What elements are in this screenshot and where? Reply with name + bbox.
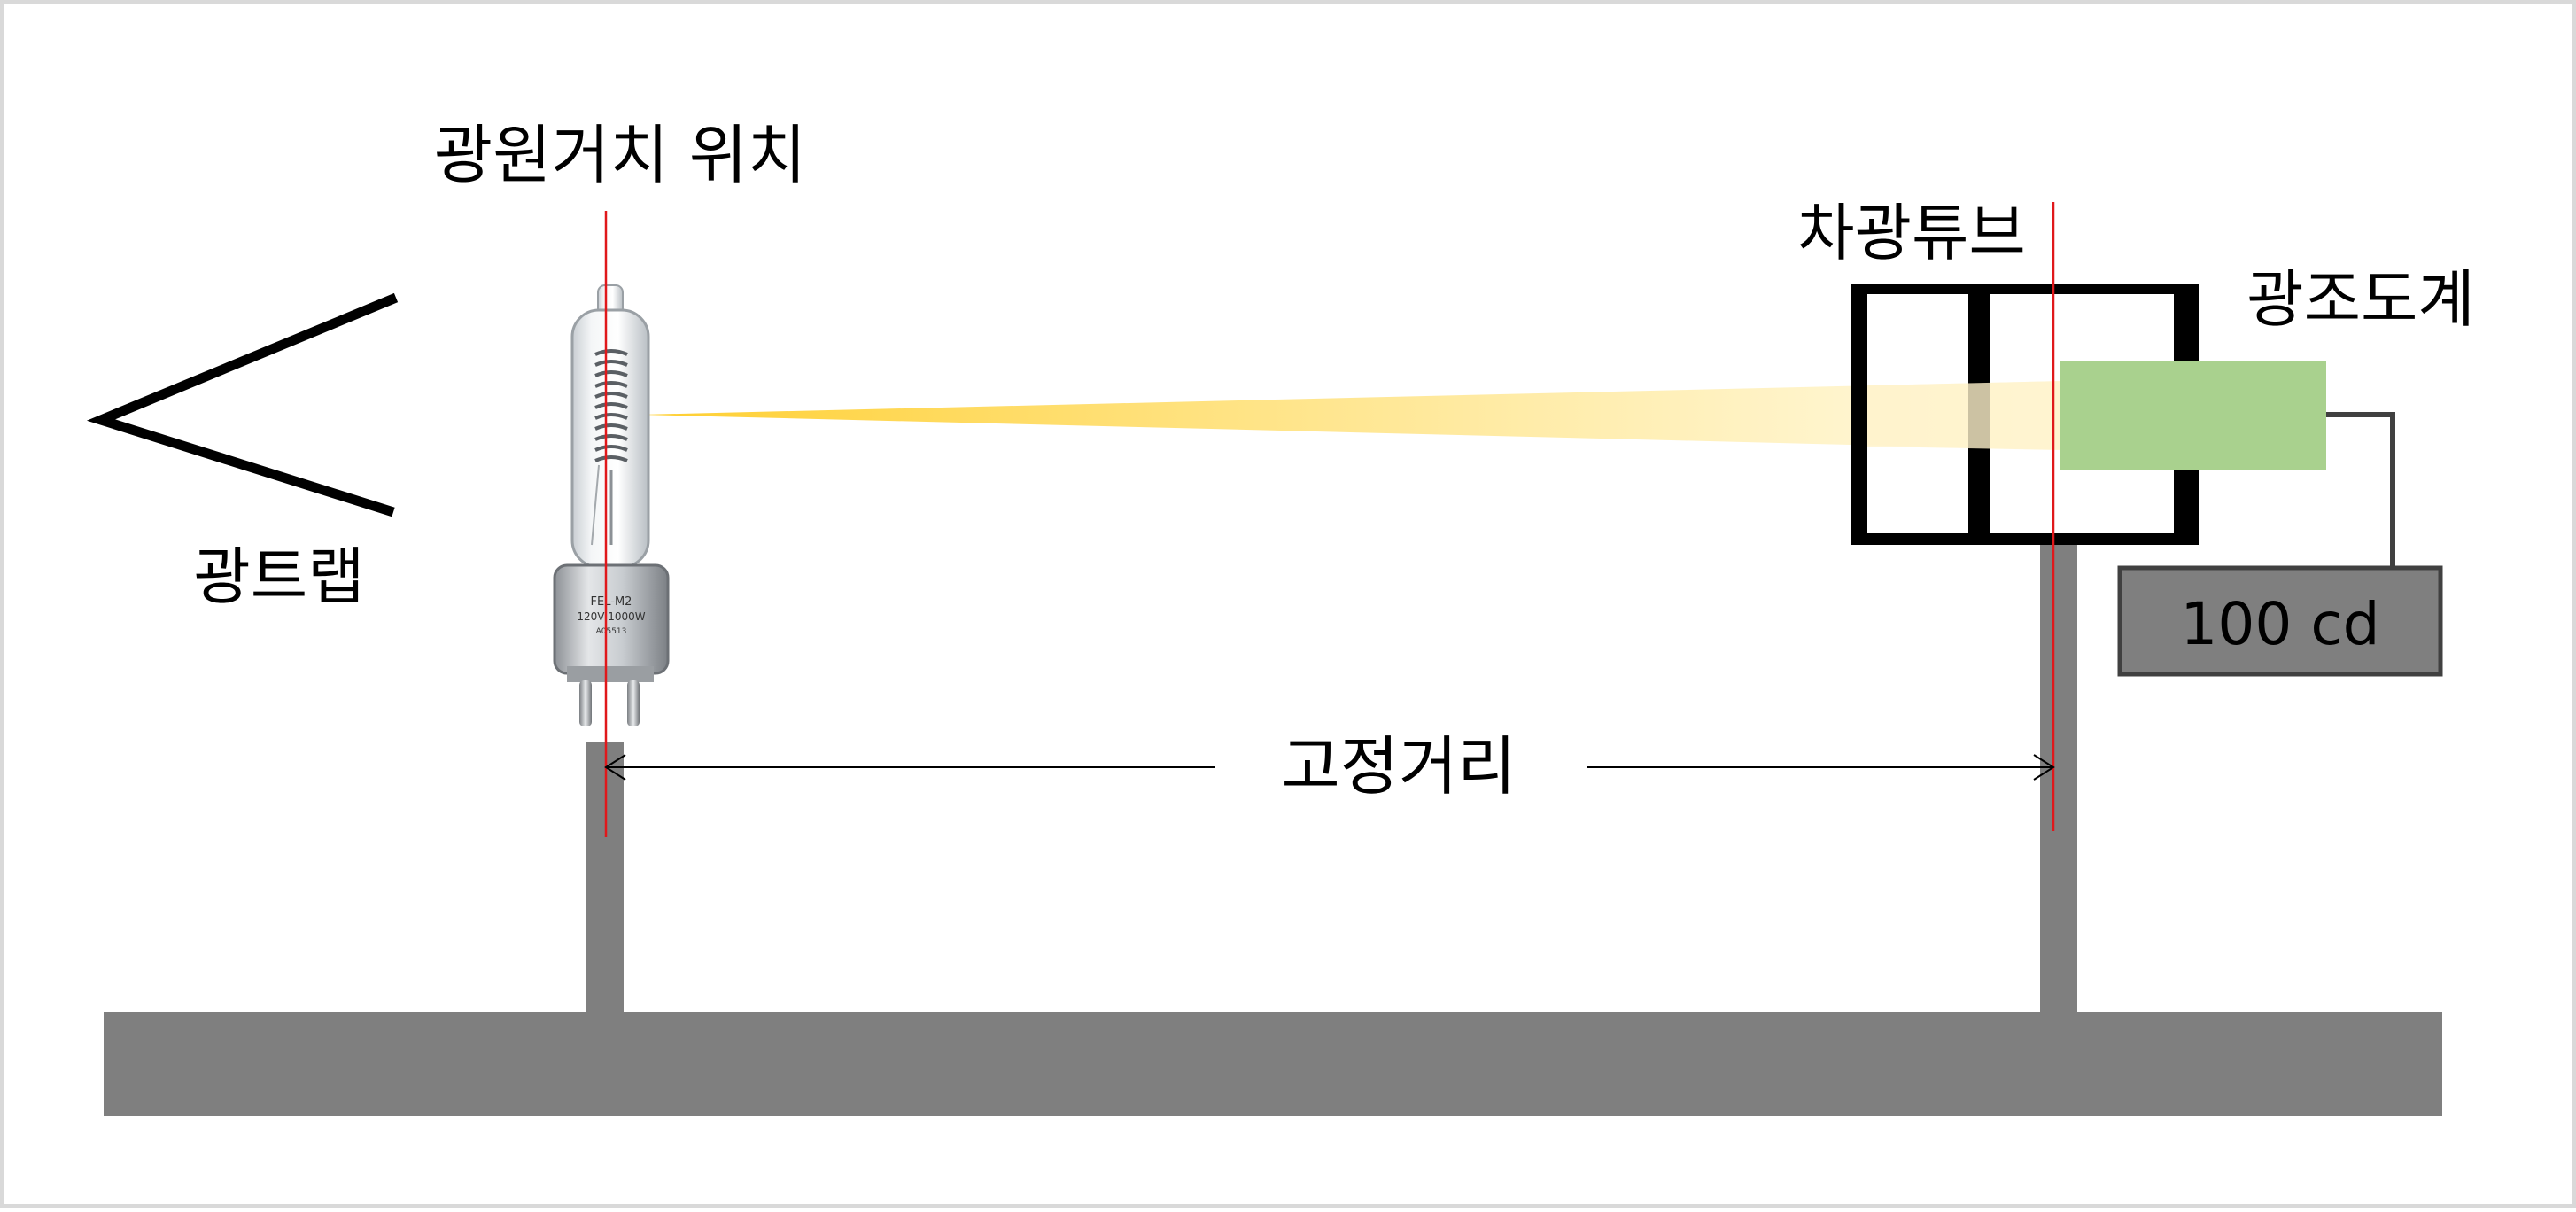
- light-beam: [640, 381, 2064, 450]
- photometer-head: [2060, 361, 2326, 470]
- light-trap-label: 광트랩: [193, 540, 364, 613]
- lamp-print-line2: 120V 1000W: [577, 610, 645, 623]
- light-trap-icon: [86, 292, 399, 517]
- tube-post: [2040, 542, 2077, 1014]
- fixed-distance-label: 고정거리: [1282, 729, 1517, 804]
- shading-tube-label: 차광튜브: [1797, 197, 2026, 269]
- distance-arrow: [604, 754, 2055, 781]
- optical-rail: [104, 1012, 2442, 1116]
- lamp-print-line3: A05513: [596, 627, 627, 636]
- beam-in-tube: [1867, 381, 2064, 450]
- lamp-icon: FEL-M2 120V 1000W A05513: [553, 284, 670, 726]
- readout-box: [2117, 565, 2443, 677]
- lamp-mount-position-label: 광원거치 위치: [434, 118, 806, 192]
- photometer-cable: [2326, 412, 2395, 568]
- lamp-print-line1: FEL-M2: [591, 595, 632, 609]
- readout-value: 100 cd: [2180, 590, 2379, 658]
- lamp-post: [586, 742, 624, 1014]
- photometer-label: 광조도계: [2246, 263, 2475, 336]
